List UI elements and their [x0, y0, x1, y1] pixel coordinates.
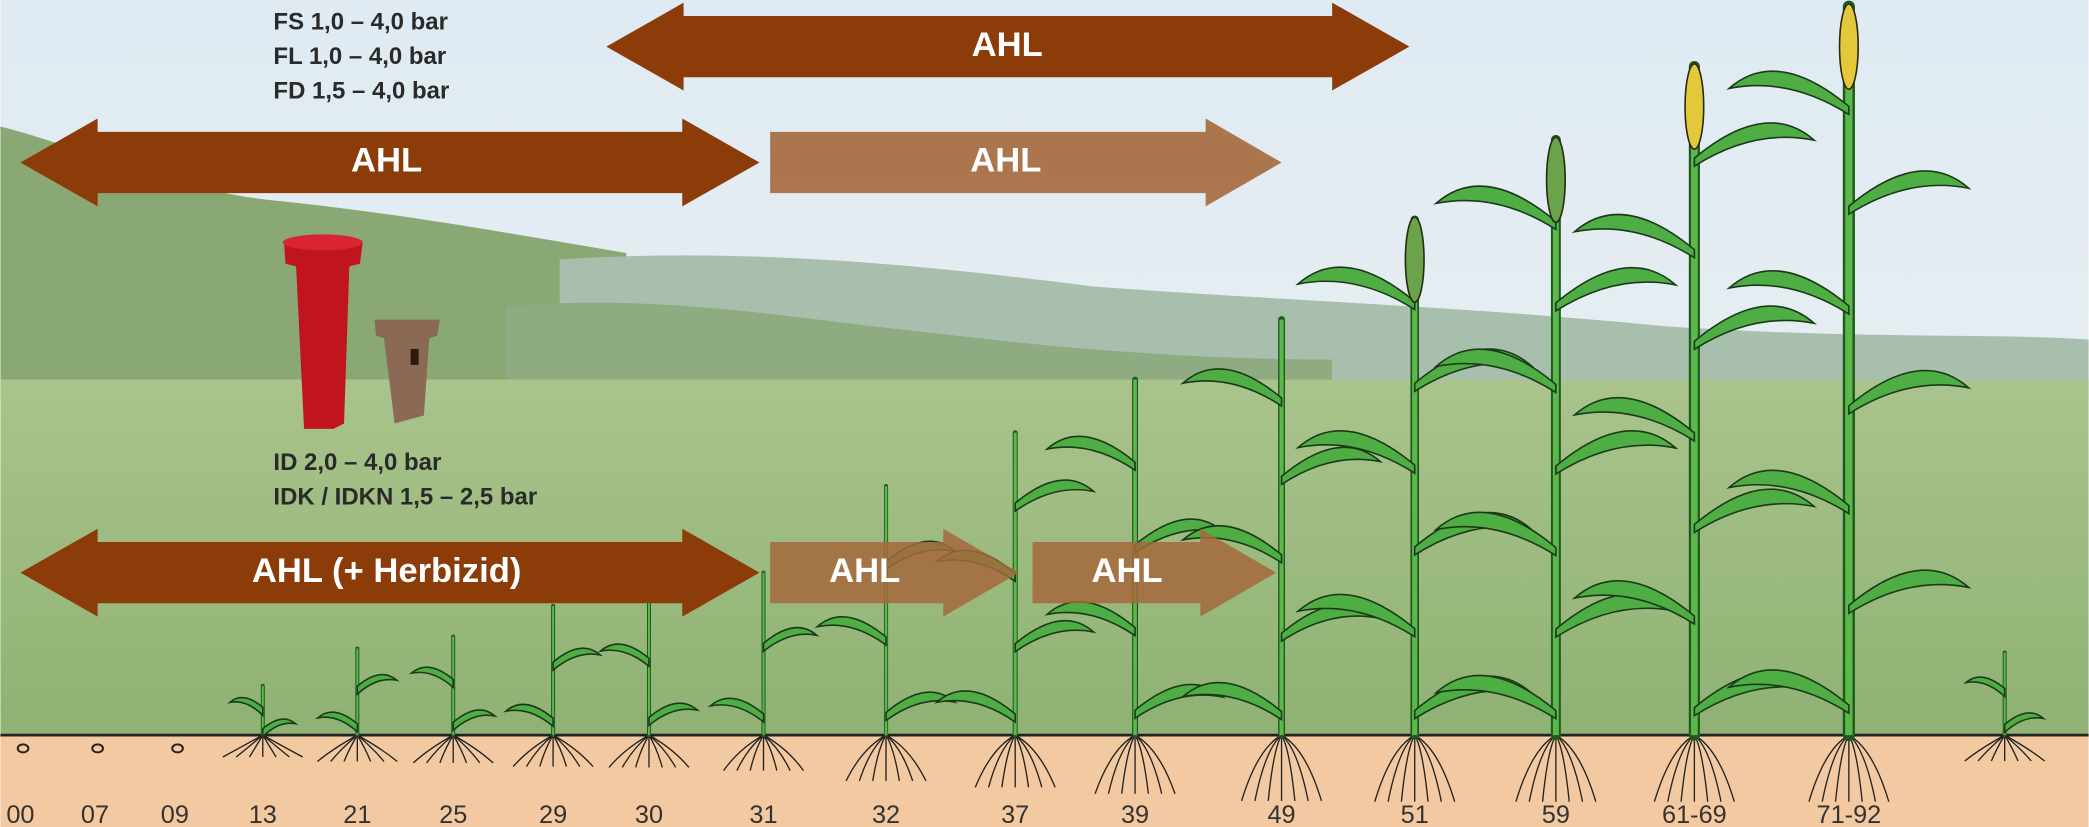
- nozzle-label: FS 1,0 – 4,0 bar: [273, 8, 448, 35]
- growth-stage-diagram: AHL AHL AHL AHL (+ Herbizid) AHL AHL FS …: [0, 0, 2089, 827]
- stage-label: 49: [1267, 801, 1295, 827]
- stage-label: 21: [343, 801, 371, 827]
- soil: [0, 735, 2088, 827]
- arrow-label: AHL (+ Herbizid): [252, 552, 522, 590]
- nozzle-label: FD 1,5 – 4,0 bar: [273, 78, 449, 105]
- stage-label: 07: [81, 801, 109, 827]
- stage-label: 25: [439, 801, 467, 827]
- arrow-label: AHL: [829, 552, 900, 590]
- stage-label: 39: [1121, 801, 1149, 827]
- stage-label: 61-69: [1662, 801, 1727, 827]
- nozzle-slot: [411, 349, 419, 365]
- ear: [1547, 137, 1566, 222]
- stage-label: 51: [1401, 801, 1429, 827]
- stage-label: 31: [749, 801, 777, 827]
- nozzle-label: IDK / IDKN 1,5 – 2,5 bar: [273, 484, 537, 511]
- ear: [1840, 4, 1859, 89]
- stage-label: 30: [635, 801, 663, 827]
- stage-label: 32: [872, 801, 900, 827]
- stage-label: 71-92: [1817, 801, 1882, 827]
- arrow-label: AHL: [1091, 552, 1162, 590]
- arrow-label: AHL: [351, 142, 422, 180]
- stage-label: 29: [539, 801, 567, 827]
- nozzle-label: ID 2,0 – 4,0 bar: [273, 449, 441, 476]
- ear: [1405, 217, 1424, 302]
- stage-label: 09: [161, 801, 189, 827]
- nozzle-red-top: [283, 234, 363, 250]
- arrow-label: AHL: [970, 142, 1041, 180]
- stage-label: 00: [6, 801, 34, 827]
- nozzle-label: FL 1,0 – 4,0 bar: [273, 43, 446, 70]
- stage-label: 59: [1542, 801, 1570, 827]
- stage-label: 13: [249, 801, 277, 827]
- page: {"nozzle_groups": [ {"lines": ["FS 1,0 –…: [0, 0, 2089, 827]
- arrow-label: AHL: [972, 26, 1043, 64]
- stage-label: 37: [1001, 801, 1029, 827]
- ear: [1685, 64, 1704, 149]
